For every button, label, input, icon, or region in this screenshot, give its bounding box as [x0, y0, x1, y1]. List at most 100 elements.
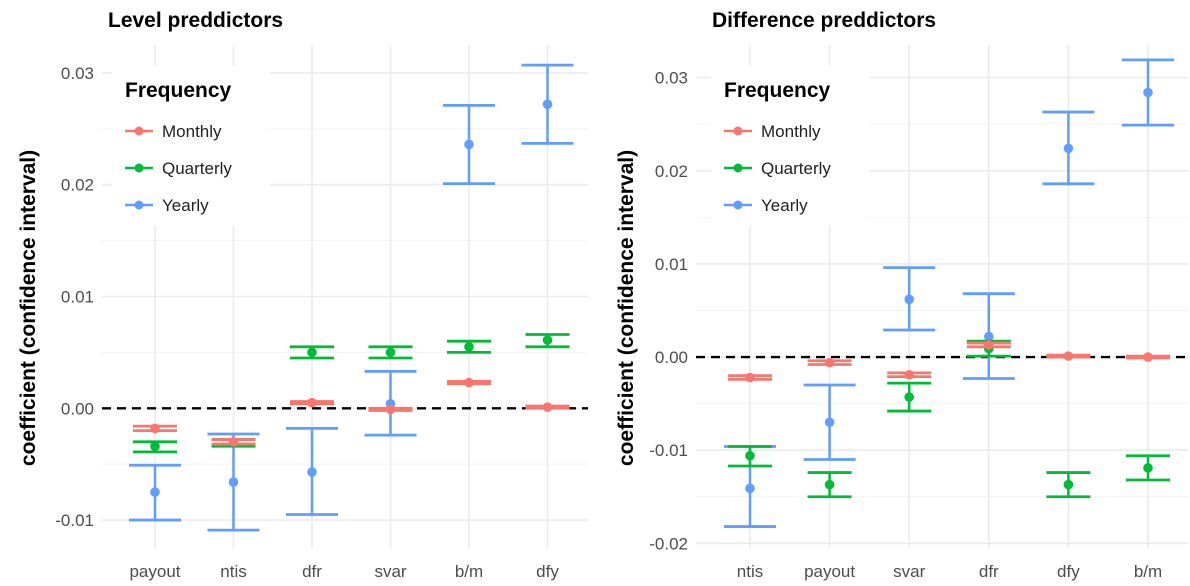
y-tick-label: 0.00 — [61, 399, 94, 418]
legend-key-dot — [733, 200, 743, 210]
point-estimate — [542, 402, 553, 412]
errorbar-quarterly — [290, 345, 334, 360]
errorbar-quarterly — [807, 471, 852, 499]
point-estimate — [307, 397, 317, 408]
legend-background — [112, 66, 270, 226]
errorbar-yearly — [286, 426, 338, 516]
errorbar-quarterly — [1126, 454, 1170, 482]
point-estimate — [1063, 351, 1074, 361]
errorbar-yearly — [364, 369, 417, 437]
legend-background — [711, 66, 869, 226]
errorbar-yearly — [962, 292, 1015, 380]
x-tick-label: svar — [893, 562, 925, 581]
panel-left-title: Level preddictors — [108, 9, 283, 32]
legend-key-dot — [134, 126, 144, 136]
point-estimate — [307, 467, 317, 477]
point-estimate — [228, 477, 239, 487]
point-estimate — [904, 392, 914, 402]
y-tick-label: 0.01 — [61, 288, 94, 307]
legend-key-dot — [733, 126, 743, 136]
x-tick-label: dfr — [979, 562, 999, 581]
point-estimate — [1143, 352, 1153, 362]
point-estimate — [745, 483, 755, 494]
panel-right-y-axis-label: coefficient (confidence interval) — [615, 150, 638, 466]
panel-left-y-axis-label: coefficient (confidence interval) — [17, 150, 40, 466]
errorbar-yearly — [1122, 58, 1174, 127]
point-estimate — [542, 99, 553, 110]
y-tick-label: 0.03 — [61, 64, 94, 83]
errorbar-monthly — [1046, 351, 1091, 361]
legend-title: Frequency — [724, 79, 831, 102]
errorbar-quarterly — [447, 339, 491, 354]
x-tick-label: dfr — [302, 562, 322, 581]
legend-label-yearly: Yearly — [162, 196, 209, 215]
x-tick-label: b/m — [1134, 562, 1162, 581]
point-estimate — [745, 450, 755, 461]
point-estimate — [1063, 143, 1074, 154]
x-tick-label: dfy — [1057, 562, 1080, 581]
errorbar-yearly — [1042, 110, 1095, 186]
errorbar-quarterly — [133, 440, 177, 454]
errorbar-monthly — [807, 357, 852, 368]
errorbar-monthly — [728, 372, 772, 383]
point-estimate — [984, 331, 994, 342]
errorbar-monthly — [290, 397, 334, 408]
errorbar-quarterly — [525, 333, 570, 349]
legend-label-monthly: Monthly — [162, 122, 222, 141]
x-tick-label: b/m — [455, 562, 483, 581]
point-estimate — [464, 377, 474, 388]
x-tick-label: dfy — [536, 562, 559, 581]
point-estimate — [464, 139, 474, 150]
y-tick-label: 0.01 — [655, 255, 688, 274]
errorbar-monthly — [211, 437, 256, 447]
y-tick-label: 0.00 — [655, 348, 688, 367]
errorbar-yearly — [129, 463, 181, 522]
panel-left: -0.01 0.00 0.01 0.02 0.03 payout ntis dfr svar b/… — [55, 45, 588, 581]
errorbar-monthly — [447, 377, 491, 388]
point-estimate — [1143, 87, 1153, 98]
y-tick-label: -0.02 — [649, 534, 688, 553]
errorbar-yearly — [803, 383, 856, 461]
errorbar-monthly — [133, 423, 177, 434]
y-tick-label: 0.03 — [655, 69, 688, 88]
point-estimate — [824, 479, 835, 490]
x-tick-label: svar — [374, 562, 406, 581]
x-tick-label: payout — [804, 562, 855, 581]
errorbar-yearly — [883, 266, 936, 332]
errorbar-yearly — [207, 432, 260, 532]
errorbar-quarterly — [728, 445, 772, 468]
point-estimate — [824, 357, 835, 368]
errorbar-monthly — [887, 369, 932, 380]
y-tick-label: -0.01 — [55, 511, 94, 530]
point-estimate — [904, 369, 914, 380]
y-tick-label: -0.01 — [649, 441, 688, 460]
errorbar-yearly — [521, 63, 574, 145]
y-tick-label: 0.02 — [61, 176, 94, 195]
errorbar-yearly — [443, 103, 495, 186]
errorbar-monthly — [525, 402, 570, 412]
panel-right-title: Difference preddictors — [712, 9, 936, 32]
point-estimate — [150, 487, 160, 497]
point-estimate — [385, 404, 396, 415]
point-estimate — [1143, 463, 1153, 473]
legend-key-dot — [733, 163, 743, 173]
point-estimate — [745, 372, 755, 383]
legend-label-quarterly: Quarterly — [162, 159, 232, 178]
errorbar-monthly — [1126, 352, 1170, 362]
point-estimate — [228, 437, 239, 447]
legend-key-dot — [134, 163, 144, 173]
point-estimate — [984, 340, 994, 350]
errorbar-quarterly — [1046, 471, 1091, 499]
legend-key-dot — [134, 200, 144, 210]
errorbar-quarterly — [368, 345, 413, 360]
errorbar-monthly — [966, 340, 1011, 350]
legend-title: Frequency — [125, 79, 232, 102]
point-estimate — [542, 335, 553, 345]
legend-label-yearly: Yearly — [761, 196, 808, 215]
legend-label-monthly: Monthly — [761, 122, 821, 141]
legend-label-quarterly: Quarterly — [761, 159, 831, 178]
x-tick-label: ntis — [737, 562, 763, 581]
y-tick-label: 0.02 — [655, 162, 688, 181]
